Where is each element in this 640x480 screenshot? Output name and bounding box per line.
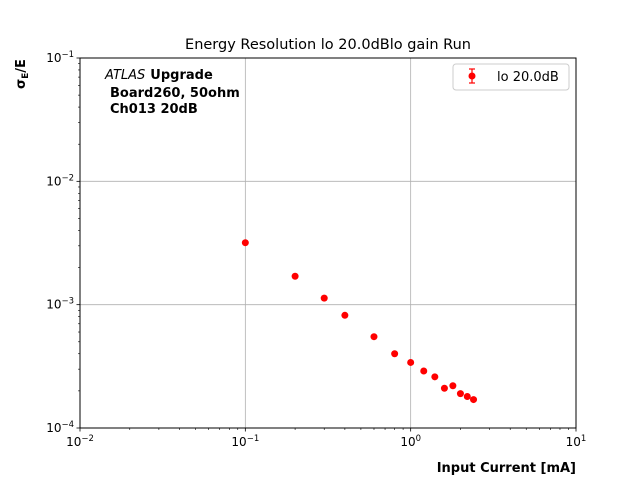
data-point — [341, 311, 349, 319]
y-axis-ticks: 10−4 10−3 10−2 10−1 — [46, 50, 80, 435]
data-point — [456, 390, 464, 398]
legend-marker — [468, 72, 476, 80]
data-point — [241, 239, 249, 247]
x-tick-label: 10−1 — [231, 434, 259, 449]
data-point — [320, 294, 328, 302]
data-point — [291, 272, 299, 280]
upgrade-label: Upgrade — [150, 68, 213, 83]
data-points — [241, 239, 478, 404]
y-tick-label: 10−3 — [46, 297, 74, 312]
data-point — [449, 382, 457, 390]
annotation-line-3: Ch013 20dB — [110, 102, 198, 117]
data-point — [463, 393, 471, 401]
annotation-line-1: ATLAS Upgrade — [104, 68, 213, 83]
annotation-line-2: Board260, 50ohm — [110, 86, 240, 101]
data-point — [470, 396, 478, 404]
y-axis-label: σE/E — [14, 59, 31, 89]
chart-title: Energy Resolution lo 20.0dBlo gain Run — [185, 37, 471, 53]
x-axis-ticks: 10−2 10−1 100 101 — [66, 428, 586, 449]
data-point — [440, 384, 448, 392]
atlas-label: ATLAS — [104, 68, 145, 83]
x-tick-label: 10−2 — [66, 434, 94, 449]
x-tick-label: 100 — [400, 434, 421, 449]
plot-frame — [79, 57, 577, 429]
y-tick-label: 10−1 — [46, 50, 74, 65]
y-tick-label: 10−2 — [46, 173, 74, 188]
data-point — [391, 350, 399, 358]
y-tick-label: 10−4 — [46, 420, 74, 435]
data-point — [370, 333, 378, 341]
legend-box — [452, 63, 570, 91]
data-point — [431, 373, 439, 381]
x-axis-label: Input Current [mA] — [437, 461, 576, 476]
data-point — [420, 367, 428, 375]
legend-label: lo 20.0dB — [497, 70, 559, 85]
x-tick-label: 101 — [566, 434, 587, 449]
legend: lo 20.0dB — [452, 63, 570, 91]
atlas-annotation: ATLAS Upgrade Board260, 50ohm Ch013 20dB — [104, 68, 240, 117]
data-point — [407, 358, 415, 366]
